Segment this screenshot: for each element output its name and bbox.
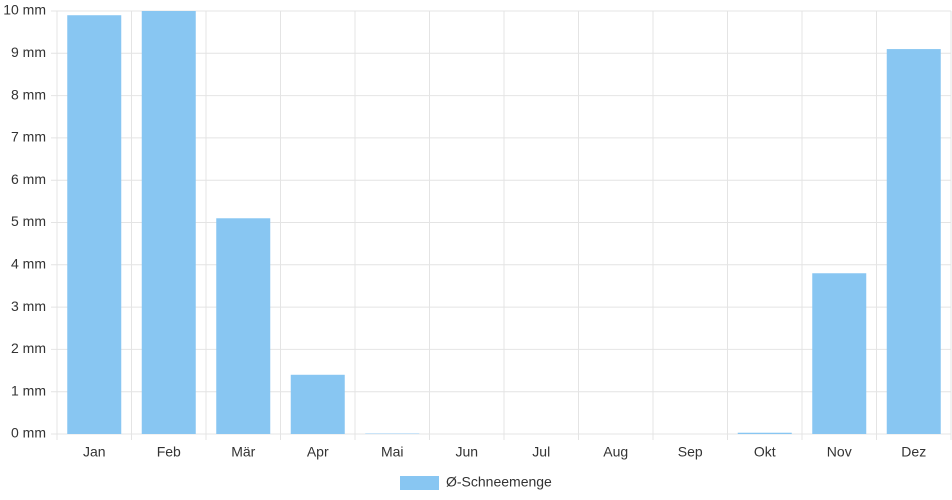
x-tick-label: Feb	[157, 444, 181, 460]
x-tick-label: Dez	[901, 444, 926, 460]
bar	[67, 15, 122, 434]
y-tick-label: 5 mm	[11, 213, 46, 229]
y-tick-label: 7 mm	[11, 129, 46, 145]
y-tick-label: 2 mm	[11, 340, 46, 356]
y-tick-label: 0 mm	[11, 425, 46, 441]
y-tick-label: 4 mm	[11, 256, 46, 272]
y-tick-label: 1 mm	[11, 382, 46, 398]
y-tick-label: 9 mm	[11, 44, 46, 60]
x-tick-label: Okt	[754, 444, 776, 460]
x-tick-label: Nov	[827, 444, 852, 460]
bar	[886, 49, 941, 434]
y-tick-label: 3 mm	[11, 298, 46, 314]
bar	[812, 273, 867, 434]
bar	[290, 374, 345, 434]
legend-swatch	[400, 476, 439, 490]
x-tick-label: Jul	[532, 444, 550, 460]
bar	[737, 432, 792, 434]
x-tick-label: Aug	[603, 444, 628, 460]
y-tick-label: 6 mm	[11, 171, 46, 187]
bar	[141, 11, 196, 434]
x-tick-label: Mär	[231, 444, 255, 460]
x-tick-label: Jun	[455, 444, 478, 460]
x-tick-label: Apr	[307, 444, 329, 460]
y-tick-label: 8 mm	[11, 86, 46, 102]
bar	[216, 218, 271, 434]
x-tick-label: Sep	[678, 444, 703, 460]
y-tick-label: 10 mm	[3, 2, 46, 18]
x-tick-label: Jan	[83, 444, 106, 460]
x-tick-label: Mai	[381, 444, 404, 460]
legend-label: Ø-Schneemenge	[446, 474, 552, 490]
